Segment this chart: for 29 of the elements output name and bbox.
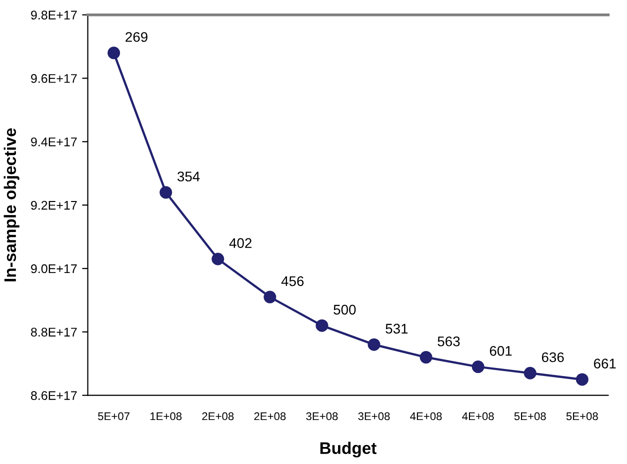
x-tick-label: 4E+08 — [410, 412, 442, 420]
y-tick-label: 9.8E+17 — [31, 10, 77, 20]
y-tick-label: 9.0E+17 — [31, 264, 77, 274]
x-tick-label: 4E+08 — [462, 412, 494, 420]
annotation: 456 — [281, 276, 304, 286]
y-tick-label: 8.8E+17 — [30, 328, 77, 337]
x-tick-label: 5E+07 — [98, 412, 130, 420]
annotation: 402 — [229, 238, 252, 248]
x-axis-title: Budget — [320, 442, 376, 458]
y-tick-label: 9.2E+17 — [31, 200, 77, 210]
x-tick-label: 2E+08 — [202, 412, 234, 420]
y-tick-label: 9.6E+17 — [31, 74, 77, 83]
x-tick-label: 3E+08 — [358, 412, 390, 420]
annotation: 500 — [334, 304, 356, 315]
x-tick-label: 5E+08 — [514, 412, 546, 420]
x-tick-label: 5E+08 — [566, 412, 598, 420]
annotation: 531 — [386, 324, 408, 334]
y-axis-title: In-sample objective — [4, 128, 20, 282]
x-tick-label: 1E+08 — [150, 412, 182, 420]
annotation: 601 — [490, 346, 512, 356]
x-tick-label: 2E+08 — [254, 412, 286, 420]
y-tick-label: 9.4E+17 — [31, 137, 77, 146]
annotation: 354 — [177, 172, 200, 182]
y-tick-label: 8.6E+17 — [30, 391, 77, 400]
annotation: 269 — [126, 32, 148, 42]
annotation: 661 — [594, 358, 616, 368]
x-tick-label: 3E+08 — [306, 412, 338, 420]
annotation: 636 — [542, 352, 564, 362]
annotation: 563 — [438, 336, 460, 346]
